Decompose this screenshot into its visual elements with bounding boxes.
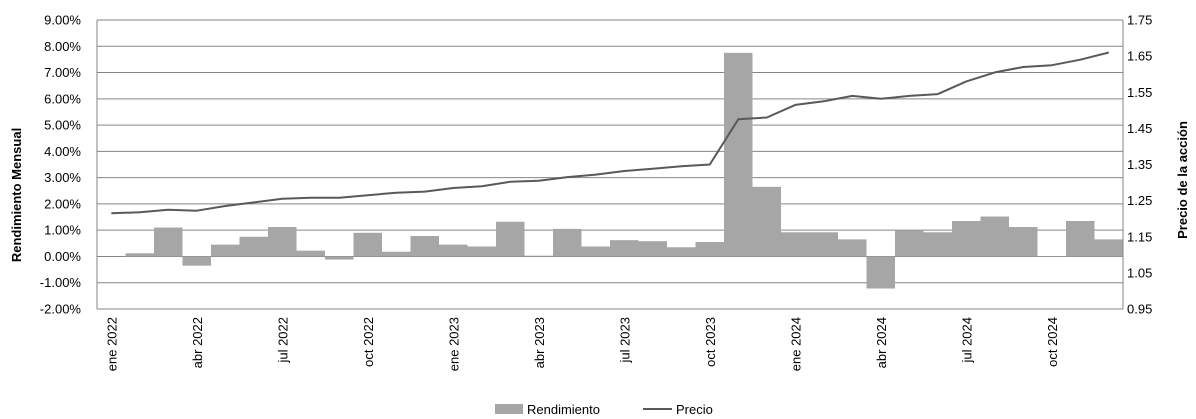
legend-label-precio: Precio — [676, 402, 713, 417]
x-tick-label: jul 2024 — [959, 317, 974, 364]
x-tick-label: ene 2022 — [104, 317, 119, 371]
y-left-tick-label: 2.00% — [44, 196, 81, 211]
y-right-tick-label: 0.95 — [1127, 302, 1152, 317]
bar-2023-06 — [581, 246, 610, 257]
bar-2024-02 — [809, 232, 838, 257]
bar-2022-02 — [125, 253, 154, 257]
x-tick-label: jul 2023 — [617, 317, 632, 364]
y-right-tick-label: 1.75 — [1127, 13, 1152, 28]
y-right-tick-label: 1.45 — [1127, 121, 1152, 136]
bar-2023-01 — [439, 244, 468, 257]
y-right-tick-label: 1.65 — [1127, 49, 1152, 64]
bar-2022-05 — [211, 244, 240, 257]
x-tick-label: jul 2022 — [275, 317, 290, 364]
bar-2022-12 — [410, 235, 439, 257]
y-right-tick-label: 1.05 — [1127, 265, 1152, 280]
y-left-tick-label: 4.00% — [44, 144, 81, 159]
bar-2023-10 — [695, 242, 724, 257]
bar-2024-06 — [923, 232, 952, 257]
bar-2022-07 — [268, 227, 297, 257]
bar-2024-03 — [838, 239, 867, 257]
bar-2023-11 — [724, 52, 753, 257]
y-right-tick-label: 1.55 — [1127, 85, 1152, 100]
bar-2023-03 — [496, 221, 525, 257]
x-tick-label: abr 2022 — [190, 317, 205, 368]
legend: Rendimiento Precio — [495, 402, 713, 417]
legend-label-rendimiento: Rendimiento — [527, 402, 600, 417]
y-right-tick-label: 1.35 — [1127, 157, 1152, 172]
x-tick-labels: ene 2022 abr 2022 jul 2022 oct 2022 ene 2023… — [104, 317, 1060, 371]
bar-2022-06 — [239, 236, 268, 257]
bar-2024-07 — [952, 220, 981, 257]
y-right-tick-label: 1.15 — [1127, 229, 1152, 244]
y-left-tick-label: 1.00% — [44, 223, 81, 238]
y-left-tick-label: 5.00% — [44, 118, 81, 133]
axes — [96, 20, 1124, 309]
y-right-tick-labels: 1.75 1.65 1.55 1.45 1.35 1.25 1.15 1.05 0.95 — [1127, 13, 1152, 317]
bar-2023-04 — [524, 255, 553, 257]
bar-series-rendimiento — [125, 52, 1123, 289]
bar-2023-08 — [638, 241, 667, 257]
y-left-tick-label: -1.00% — [40, 275, 82, 290]
y-left-tick-label: 8.00% — [44, 39, 81, 54]
y-left-axis-title: Rendimiento Mensual — [9, 128, 24, 262]
bar-2022-04 — [182, 256, 211, 266]
bar-2023-02 — [467, 246, 496, 257]
x-tick-label: oct 2024 — [1045, 317, 1060, 367]
y-left-tick-label: 3.00% — [44, 170, 81, 185]
bar-2022-03 — [154, 227, 183, 257]
bar-2023-07 — [610, 240, 639, 257]
x-tick-label: ene 2024 — [788, 317, 803, 371]
bar-2022-10 — [353, 232, 382, 257]
y-left-tick-label: -2.00% — [40, 302, 82, 317]
bar-2023-12 — [752, 186, 781, 257]
bar-2022-08 — [296, 250, 325, 257]
y-right-axis-title: Precio de la acción — [1175, 121, 1190, 239]
bar-2024-08 — [980, 216, 1009, 257]
y-left-tick-label: 9.00% — [44, 13, 81, 28]
bar-2024-11 — [1066, 220, 1095, 257]
bar-2024-01 — [781, 232, 810, 257]
bar-2023-09 — [667, 247, 696, 257]
bar-2024-04 — [866, 256, 895, 289]
bar-2023-05 — [553, 228, 582, 257]
gridlines — [97, 19, 1123, 310]
x-tick-label: oct 2022 — [361, 317, 376, 367]
y-left-tick-labels: 9.00% 8.00% 7.00% 6.00% 5.00% 4.00% 3.00% 2.00%… — [40, 13, 82, 317]
x-tick-label: ene 2023 — [446, 317, 461, 371]
y-left-tick-label: 0.00% — [44, 249, 81, 264]
y-right-tick-label: 1.25 — [1127, 193, 1152, 208]
legend-swatch-rendimiento — [495, 404, 523, 414]
precio-line — [111, 51, 1110, 215]
bar-2024-09 — [1009, 227, 1038, 257]
y-left-tick-label: 6.00% — [44, 91, 81, 106]
x-tick-label: oct 2023 — [703, 317, 718, 367]
bar-2024-12 — [1094, 239, 1123, 257]
y-left-tick-label: 7.00% — [44, 65, 81, 80]
bar-2022-09 — [325, 256, 354, 260]
bar-2024-05 — [895, 230, 924, 257]
line-series-precio — [111, 51, 1110, 215]
bar-2024-10 — [1037, 256, 1066, 257]
bar-2022-11 — [382, 251, 411, 257]
x-tick-label: abr 2024 — [874, 317, 889, 368]
x-tick-label: abr 2023 — [532, 317, 547, 368]
